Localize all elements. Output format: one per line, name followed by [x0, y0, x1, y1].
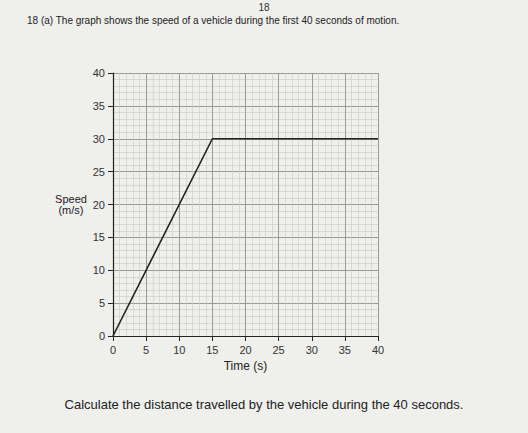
svg-text:5: 5	[99, 297, 105, 309]
svg-text:Speed: Speed	[55, 193, 87, 205]
svg-text:15: 15	[206, 344, 218, 356]
svg-text:30: 30	[93, 133, 105, 145]
svg-text:18: 18	[258, 2, 270, 13]
svg-text:20: 20	[93, 199, 105, 211]
svg-text:25: 25	[273, 344, 285, 356]
svg-text:(m/s): (m/s)	[58, 204, 83, 216]
svg-text:10: 10	[173, 344, 185, 356]
svg-text:5: 5	[143, 344, 149, 356]
svg-text:18 (a) The graph shows the spe: 18 (a) The graph shows the speed of a ve…	[27, 15, 399, 26]
svg-text:35: 35	[93, 100, 105, 112]
svg-text:0: 0	[99, 330, 105, 342]
svg-text:15: 15	[93, 231, 105, 243]
svg-text:25: 25	[93, 166, 105, 178]
svg-text:30: 30	[306, 344, 318, 356]
svg-text:Calculate the distance travell: Calculate the distance travelled by the …	[65, 397, 464, 412]
svg-text:20: 20	[239, 344, 251, 356]
svg-text:Time (s): Time (s)	[224, 359, 268, 373]
svg-text:0: 0	[110, 344, 116, 356]
svg-text:40: 40	[372, 344, 384, 356]
svg-text:40: 40	[93, 67, 105, 79]
svg-text:35: 35	[339, 344, 351, 356]
svg-text:10: 10	[93, 264, 105, 276]
